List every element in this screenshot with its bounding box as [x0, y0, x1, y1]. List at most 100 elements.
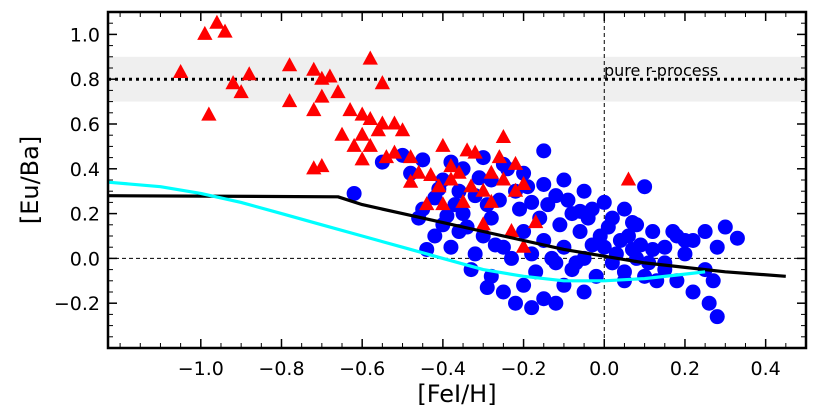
red-triangles-point: [503, 223, 520, 238]
blue-circles-point: [576, 284, 592, 300]
blue-circles-point: [701, 295, 717, 311]
blue-circles-point: [536, 143, 552, 159]
red-triangles-point: [346, 137, 362, 152]
cyan-curve: [108, 180, 706, 283]
x-tick-label: −0.2: [501, 358, 547, 380]
blue-circles-point: [677, 246, 693, 262]
blue-circles-point: [544, 250, 560, 266]
x-axis-label: [FeI/H]: [417, 380, 496, 408]
red-triangles-point: [233, 84, 249, 99]
x-tick-label: −1.0: [178, 358, 224, 380]
blue-circles-point: [665, 224, 681, 240]
blue-circles-point: [576, 183, 592, 199]
red-triangles-point: [241, 66, 257, 81]
red-triangles-point: [334, 126, 350, 141]
red-triangles-point: [402, 149, 419, 164]
red-triangles-point: [306, 61, 322, 76]
red-triangles-point: [515, 238, 532, 253]
blue-circles-point: [427, 228, 443, 244]
blue-circles-point: [560, 192, 576, 208]
red-triangles-point: [306, 102, 322, 117]
red-triangles-point: [455, 193, 471, 208]
red-triangles-point: [467, 144, 483, 159]
blue-circles-point: [625, 215, 641, 231]
blue-circles-point: [447, 197, 463, 213]
red-triangles-point: [394, 122, 411, 137]
red-triangles-point: [419, 196, 435, 211]
blue-circles-point: [512, 201, 528, 217]
red-triangles-point: [411, 164, 427, 179]
red-triangles-point: [374, 75, 391, 90]
red-triangles-point: [197, 25, 213, 40]
red-triangles-point: [451, 164, 467, 179]
y-tick-label: 1.0: [70, 24, 100, 46]
red-triangles-point: [620, 171, 637, 186]
blue-circles-point: [483, 210, 499, 226]
red-triangles-point: [483, 164, 499, 179]
red-triangles-point: [515, 175, 532, 191]
y-tick-label: −0.2: [54, 293, 100, 315]
x-tick-label: −0.4: [420, 358, 466, 380]
red-triangles-point: [306, 160, 322, 175]
blue-circles-point: [572, 203, 588, 219]
blue-circles-point: [495, 284, 511, 300]
blue-circles-point: [669, 273, 685, 289]
y-tick-label: 0.2: [70, 204, 100, 226]
pure-r-process-annotation: pure r-process: [604, 61, 718, 80]
blue-circles-point: [645, 224, 661, 240]
blue-circles-point: [584, 237, 600, 253]
red-triangles-point: [475, 182, 491, 197]
red-triangles-point: [362, 111, 378, 126]
blue-circles-point: [625, 241, 641, 257]
blue-circles-point: [600, 219, 616, 235]
red-triangles-point: [495, 171, 512, 186]
y-tick-label: 0.8: [70, 69, 100, 91]
blue-circles-point: [637, 179, 653, 195]
red-triangles-point: [475, 216, 491, 231]
red-triangles-point: [225, 75, 241, 90]
red-triangles-point: [362, 50, 378, 65]
y-tick-label: 0.4: [70, 159, 100, 181]
red-triangles-point: [528, 214, 544, 229]
x-tick-label: −0.8: [258, 358, 304, 380]
blue-circles-point: [552, 217, 568, 233]
red-triangles-point: [483, 193, 499, 208]
x-tick-label: 0.0: [589, 358, 619, 380]
blue-circles-point: [657, 239, 673, 255]
blue-circles-point: [516, 224, 532, 240]
red-triangles-point: [209, 14, 225, 29]
blue-circles-point: [717, 219, 733, 235]
blue-circles-point: [596, 194, 612, 210]
blue-circles-point: [516, 277, 532, 293]
red-triangles-point: [443, 171, 459, 186]
red-triangles-point: [431, 178, 447, 193]
red-triangles-point: [354, 106, 370, 121]
red-triangles-point: [495, 128, 512, 143]
blue-circles-point: [709, 309, 725, 325]
blue-circles-point: [616, 201, 632, 217]
red-triangles-point: [217, 23, 233, 38]
blue-circles-point: [508, 295, 524, 311]
red-triangles-point: [281, 93, 298, 108]
red-triangles-point: [342, 102, 358, 117]
blue-circles-point: [685, 284, 701, 300]
y-tick-label: 0.6: [70, 114, 100, 136]
red-triangles-point: [443, 158, 459, 173]
red-triangles-point: [378, 149, 395, 164]
blue-circles-point: [536, 291, 552, 307]
blue-circles-point: [479, 280, 495, 296]
plot-frame: [106, 10, 808, 350]
black-curve: [108, 194, 786, 278]
blue-circles-point: [572, 224, 588, 240]
blue-circles-point: [568, 255, 584, 271]
red-triangles-point: [423, 167, 439, 182]
red-triangles-point: [435, 196, 451, 211]
red-triangles-point: [463, 178, 479, 193]
blue-circles-point: [709, 239, 725, 255]
blue-circles-point: [443, 239, 459, 255]
blue-circles-point: [697, 224, 713, 240]
blue-circles-point: [657, 255, 673, 271]
x-tick-label: −0.6: [339, 358, 385, 380]
y-tick-label: 0.0: [70, 248, 100, 270]
